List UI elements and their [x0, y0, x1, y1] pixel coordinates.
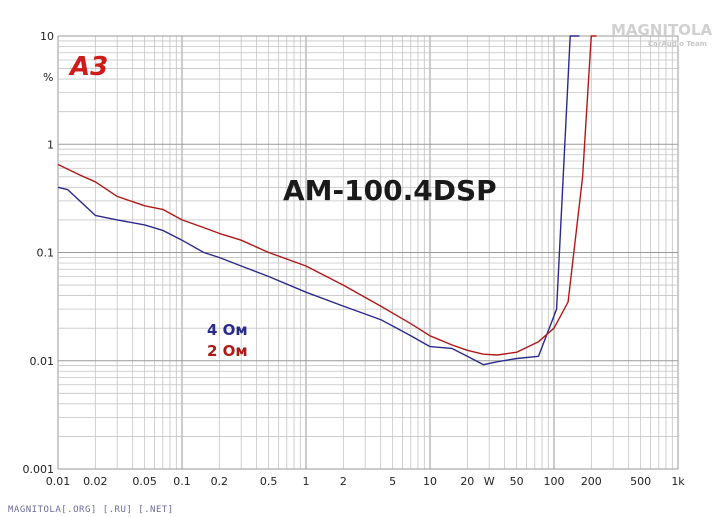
x-tick-label: 2 — [340, 475, 347, 488]
a3-badge: A3 — [68, 52, 108, 82]
y-tick-label: 0.01 — [30, 355, 55, 368]
y-tick-label: 0.1 — [37, 247, 55, 260]
a3-badge-text: A3 — [68, 52, 108, 82]
x-tick-label: 10 — [423, 475, 437, 488]
chart-grid — [57, 35, 679, 470]
chart-series — [57, 35, 597, 366]
x-tick-label: 0.5 — [260, 475, 278, 488]
x-tick-label: 0.1 — [173, 475, 191, 488]
x-tick-label: 0.05 — [132, 475, 157, 488]
y-tick-label: 1 — [47, 138, 54, 151]
magnitola-watermark: MAGNITOLA CarAudio Team — [611, 21, 713, 48]
x-tick-label: 1k — [671, 475, 685, 488]
series-line-1 — [57, 35, 597, 356]
chart-ticks: 0.01 0.02 0.05 0.1 0.2 0.5 1 2 5 10 20 W 50 100 200 500… — [23, 30, 686, 488]
chart-title: AM-100.4DSP — [283, 174, 497, 207]
y-axis-unit-label: % — [43, 71, 53, 84]
watermark-main: MAGNITOLA — [611, 21, 713, 39]
series-line-0 — [57, 35, 580, 366]
x-tick-label: 50 — [510, 475, 524, 488]
x-tick-label: 100 — [544, 475, 565, 488]
x-tick-label: 5 — [389, 475, 396, 488]
x-tick-label: 200 — [581, 475, 602, 488]
y-tick-label: 0.001 — [23, 463, 55, 476]
x-tick-label: 1 — [303, 475, 310, 488]
legend-item-4ohm: 4 Ом — [207, 321, 248, 339]
watermark-sub: CarAudio Team — [648, 40, 707, 48]
x-tick-label: W — [484, 475, 495, 488]
x-tick-label: 20 — [460, 475, 474, 488]
x-tick-label: 500 — [630, 475, 651, 488]
site-footer: MAGNITOLA[.ORG] [.RU] [.NET] — [8, 505, 174, 515]
x-tick-label: 0.02 — [83, 475, 108, 488]
legend-item-2ohm: 2 Ом — [207, 342, 248, 360]
y-tick-label: 10 — [40, 30, 54, 43]
x-tick-label: 0.01 — [46, 475, 71, 488]
x-tick-label: 0.2 — [211, 475, 229, 488]
